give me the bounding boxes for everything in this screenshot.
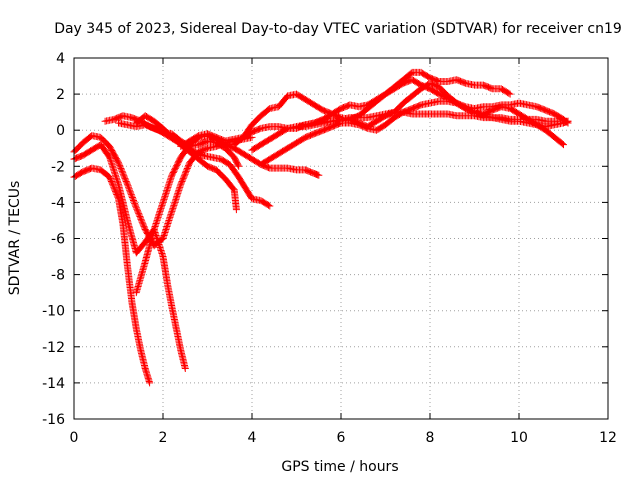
y-tick-label: -16: [42, 412, 65, 428]
y-tick-label: -14: [42, 376, 65, 392]
y-tick-label: -6: [51, 232, 65, 248]
y-tick-label: 4: [56, 51, 65, 67]
x-tick-label: 0: [70, 430, 79, 446]
x-tick-label: 10: [510, 430, 528, 446]
y-axis-label: SDTVAR / TECUs: [7, 181, 23, 296]
y-tick-label: 2: [56, 87, 65, 103]
data-markers: [70, 68, 572, 387]
axis-ticks: 0 2 4 6 8 10 12 4 2 0 -2 -4 -6 -8 -10 -12 -14 -16: [42, 51, 617, 446]
chart-title: Day 345 of 2023, Sidereal Day-to-day VTE…: [54, 21, 622, 37]
y-tick-label: -8: [51, 268, 65, 284]
y-tick-label: -2: [51, 159, 65, 175]
x-tick-label: 4: [248, 430, 257, 446]
x-tick-label: 8: [426, 430, 435, 446]
y-tick-label: 0: [56, 123, 65, 139]
y-tick-label: -4: [51, 195, 65, 211]
series-arc-12: [293, 108, 572, 131]
y-tick-label: -10: [42, 304, 65, 320]
marker-trace: [257, 97, 567, 168]
x-tick-label: 6: [337, 430, 346, 446]
marker-trace: [293, 108, 572, 131]
y-tick-label: -12: [42, 340, 65, 356]
x-tick-label: 12: [599, 430, 617, 446]
series-arc-7: [132, 132, 323, 297]
marker-trace: [132, 132, 323, 297]
x-axis-label: GPS time / hours: [281, 459, 398, 475]
x-tick-label: 2: [159, 430, 168, 446]
series-arc-11: [257, 97, 567, 168]
